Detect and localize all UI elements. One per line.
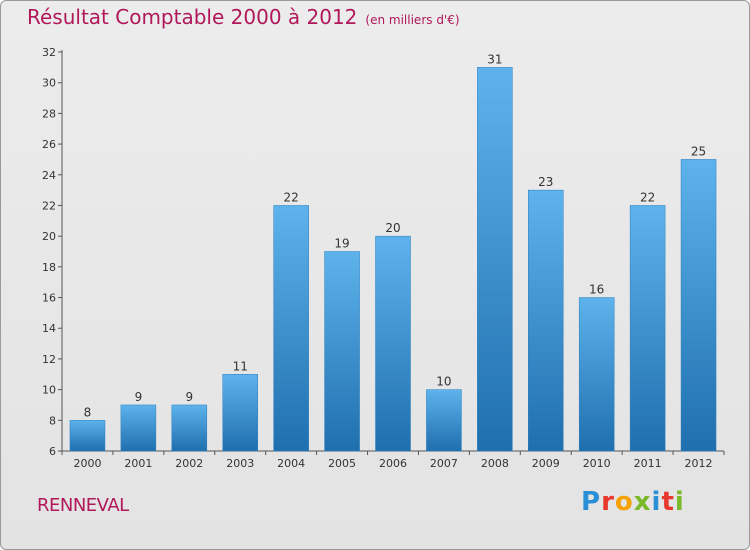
value-label-2001: 9 xyxy=(135,390,143,404)
value-label-2010: 16 xyxy=(589,283,604,297)
bar-2008 xyxy=(477,67,513,452)
value-label-2007: 10 xyxy=(436,375,451,389)
bar-2004 xyxy=(273,205,309,452)
logo-letter: i xyxy=(651,487,662,517)
x-tick-label: 2001 xyxy=(124,457,152,470)
x-tick-label: 2000 xyxy=(73,457,101,470)
y-tick-label: 18 xyxy=(42,261,56,274)
y-tick-label: 32 xyxy=(42,46,56,59)
commune-name: RENNEVAL xyxy=(37,495,129,516)
bar-2007 xyxy=(426,389,462,452)
bar-2002 xyxy=(171,404,208,452)
x-tick-label: 2012 xyxy=(685,457,713,470)
x-tick-label: 2007 xyxy=(430,457,458,470)
value-label-2008: 31 xyxy=(487,52,502,66)
y-tick-label: 24 xyxy=(42,169,56,182)
bar-2003 xyxy=(222,374,258,452)
bar-2005 xyxy=(324,251,360,452)
value-label-2004: 22 xyxy=(284,190,299,204)
logo-letter: o xyxy=(614,487,634,517)
value-label-2000: 8 xyxy=(84,405,92,419)
x-tick-label: 2003 xyxy=(226,457,254,470)
bar-2001 xyxy=(120,404,157,452)
y-tick-label: 22 xyxy=(42,199,56,212)
value-label-2003: 11 xyxy=(233,359,248,373)
bar-2006 xyxy=(375,235,411,452)
value-label-2006: 20 xyxy=(385,221,400,235)
value-label-2009: 23 xyxy=(538,175,553,189)
x-tick-label: 2002 xyxy=(175,457,203,470)
y-tick-label: 30 xyxy=(42,77,56,90)
y-tick-label: 16 xyxy=(42,292,56,305)
x-tick-label: 2010 xyxy=(583,457,611,470)
x-tick-label: 2009 xyxy=(532,457,560,470)
chart-title: Résultat Comptable 2000 à 2012 xyxy=(27,5,358,29)
x-tick-label: 2008 xyxy=(481,457,509,470)
chart-labels: 2000 8 2001 9 2002 9 2003 11 2004 22 2005 19 2006 20 2… xyxy=(73,52,712,470)
chart-bars xyxy=(69,67,717,452)
x-tick-label: 2011 xyxy=(634,457,662,470)
bar-2010 xyxy=(578,297,615,452)
proxiti-logo[interactable]: Proxiti xyxy=(581,487,685,517)
value-label-2012: 25 xyxy=(691,144,706,158)
y-tick-label: 6 xyxy=(49,445,56,458)
bar-2011 xyxy=(629,205,666,452)
bar-2009 xyxy=(528,189,564,452)
y-tick-label: 20 xyxy=(42,230,56,243)
x-tick-label: 2004 xyxy=(277,457,305,470)
logo-letter: i xyxy=(674,487,685,517)
x-tick-label: 2005 xyxy=(328,457,356,470)
bar-2012 xyxy=(680,159,717,452)
chart-title-block: Résultat Comptable 2000 à 2012 (en millie… xyxy=(27,5,460,29)
y-tick-label: 14 xyxy=(42,322,56,335)
x-tick-label: 2006 xyxy=(379,457,407,470)
y-tick-label: 8 xyxy=(49,414,56,427)
logo-letter: t xyxy=(661,487,675,517)
value-label-2005: 19 xyxy=(334,237,349,251)
logo-letter: P xyxy=(581,487,602,517)
logo-letter: x xyxy=(633,487,652,517)
chart-axes: 6 8 10 12 14 16 18 20 22 24 26 28 30 32 xyxy=(42,46,725,458)
value-label-2011: 22 xyxy=(640,190,655,204)
logo-letter: r xyxy=(601,487,615,517)
chart-subtitle: (en milliers d'€) xyxy=(365,13,460,27)
y-tick-label: 10 xyxy=(42,384,56,397)
value-label-2002: 9 xyxy=(185,390,193,404)
y-tick-label: 12 xyxy=(42,353,56,366)
bar-2000 xyxy=(69,420,106,452)
y-tick-label: 26 xyxy=(42,138,56,151)
y-tick-label: 28 xyxy=(42,107,56,120)
